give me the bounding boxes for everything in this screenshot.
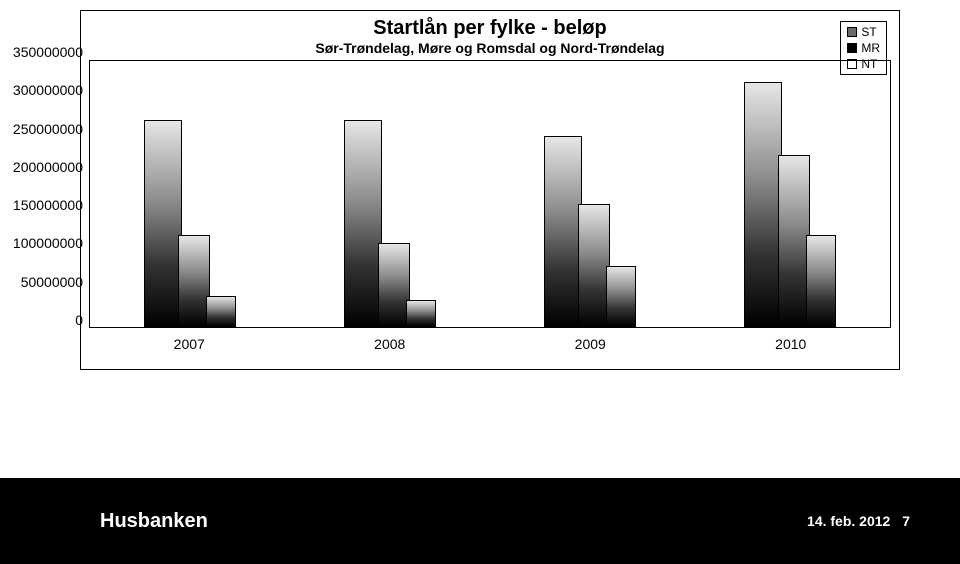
bar-st: [544, 136, 582, 327]
footer-date: 14. feb. 2012: [807, 513, 890, 529]
legend-item: ST: [847, 24, 880, 40]
bar-nt: [406, 300, 436, 327]
footer: Husbanken 14. feb. 2012 7: [0, 478, 960, 564]
footer-brand: Husbanken: [100, 510, 208, 533]
bar-group: [744, 82, 836, 327]
footer-page: 7: [902, 513, 910, 529]
legend-label: ST: [861, 24, 876, 40]
x-tick: 2009: [575, 336, 606, 352]
x-axis: 2007 2008 2009 2010: [89, 332, 891, 356]
plot-area: 350000000 300000000 250000000 200000000 …: [89, 60, 891, 356]
bar-nt: [606, 266, 636, 327]
bar-groups: [90, 61, 890, 327]
x-tick: 2010: [775, 336, 806, 352]
chart-subtitle: Sør-Trøndelag, Møre og Romsdal og Nord-T…: [89, 40, 891, 56]
plot: [89, 60, 891, 328]
bar-group: [544, 136, 636, 327]
y-axis: 350000000 300000000 250000000 200000000 …: [5, 60, 83, 328]
legend-item: MR: [847, 40, 880, 56]
bar-group: [344, 120, 436, 327]
legend-swatch-st: [847, 27, 857, 37]
bar-nt: [806, 235, 836, 327]
bar-st: [744, 82, 782, 327]
chart-title: Startlån per fylke - beløp: [89, 17, 891, 40]
bar-group: [144, 120, 236, 327]
legend-label: MR: [861, 40, 880, 56]
legend-swatch-mr: [847, 43, 857, 53]
bar-st: [344, 120, 382, 327]
bar-st: [144, 120, 182, 327]
x-tick: 2007: [174, 336, 205, 352]
bar-nt: [206, 296, 236, 327]
chart-title-block: Startlån per fylke - beløp Sør-Trøndelag…: [89, 17, 891, 56]
footer-date-page: 14. feb. 2012 7: [807, 513, 910, 529]
chart-frame: Startlån per fylke - beløp Sør-Trøndelag…: [80, 10, 900, 370]
x-tick: 2008: [374, 336, 405, 352]
